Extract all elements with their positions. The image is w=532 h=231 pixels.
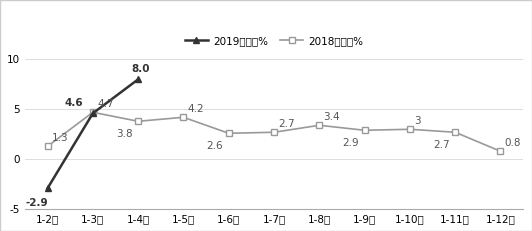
Text: 4.2: 4.2	[188, 104, 204, 114]
Text: 2.6: 2.6	[206, 140, 223, 151]
2019年增速%	[90, 112, 96, 115]
Line: 2018年增速%: 2018年增速%	[45, 109, 504, 154]
2018年增速%	[316, 124, 322, 127]
2019年增速%	[135, 78, 142, 81]
2018年增速%	[271, 131, 277, 134]
2018年增速%	[406, 128, 413, 131]
2018年增速%	[44, 145, 51, 148]
Text: 3: 3	[414, 116, 421, 126]
Text: 8.0: 8.0	[132, 64, 150, 74]
Line: 2019年增速%: 2019年增速%	[44, 76, 142, 192]
2019年增速%	[44, 187, 51, 190]
2018年增速%	[452, 131, 459, 134]
Legend: 2019年增速%, 2018年增速%: 2019年增速%, 2018年增速%	[180, 32, 368, 50]
Text: 2.9: 2.9	[343, 137, 359, 148]
2018年增速%	[497, 150, 504, 153]
Text: 4.6: 4.6	[64, 98, 83, 108]
Text: 2.7: 2.7	[433, 140, 450, 149]
2018年增速%	[226, 132, 232, 135]
Text: -2.9: -2.9	[25, 198, 48, 208]
2018年增速%	[180, 116, 187, 119]
2018年增速%	[90, 111, 96, 114]
2018年增速%	[135, 120, 142, 123]
Text: 3.8: 3.8	[116, 129, 132, 139]
Text: 1.3: 1.3	[52, 133, 69, 143]
2018年增速%	[361, 129, 368, 132]
Text: 0.8: 0.8	[505, 138, 521, 148]
Text: 4.7: 4.7	[97, 99, 114, 109]
Text: 3.4: 3.4	[323, 112, 340, 122]
Text: 2.7: 2.7	[278, 119, 295, 129]
